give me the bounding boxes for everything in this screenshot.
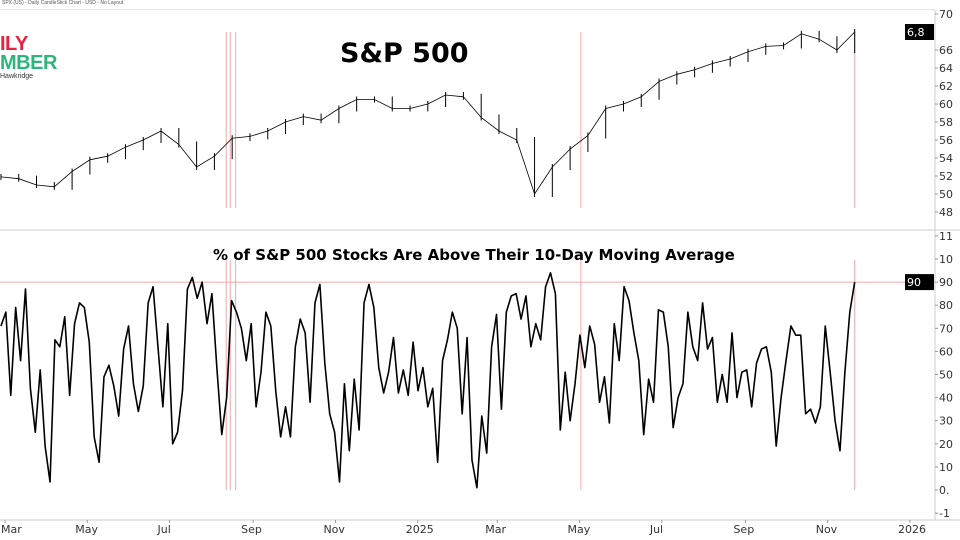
price-y-tick-label: 50 — [939, 188, 953, 201]
price-y-tick-label: 66 — [939, 44, 953, 57]
price-last-value: 6,8 — [907, 26, 925, 39]
price-y-tick-label: 60 — [939, 98, 953, 111]
logo-line-2: MBER — [0, 52, 57, 74]
price-y-tick-label: 58 — [939, 116, 953, 129]
x-tick-label: May — [75, 523, 98, 536]
price-y-tick-label: 70 — [939, 8, 953, 21]
breadth-y-tick-label: 40 — [939, 392, 953, 405]
breadth-y-tick-label: 30 — [939, 415, 953, 428]
x-tick-label: May — [568, 523, 591, 536]
breadth-y-tick-label: 11 — [939, 230, 953, 243]
price-y-tick-label: 72 — [939, 0, 953, 3]
price-y-tick-label: 64 — [939, 62, 953, 75]
price-series-line — [0, 31, 855, 195]
breadth-y-tick-label: 10 — [939, 461, 953, 474]
breadth-last-value: 90 — [907, 276, 921, 289]
breadth-y-tick-label: 50 — [939, 369, 953, 382]
chart-info: SPX (US) - Daily CandleStick Chart - USD… — [2, 0, 124, 6]
price-y-tick-label: 62 — [939, 80, 953, 93]
x-tick-label: Sep — [241, 523, 262, 536]
x-tick-label: Nov — [323, 523, 345, 536]
breadth-y-tick-label: 90 — [939, 276, 953, 289]
price-y-tick-label: 48 — [939, 206, 953, 219]
price-y-tick-label: 54 — [939, 152, 953, 165]
price-last-value-bg — [905, 24, 934, 40]
x-tick-label: Mar — [1, 523, 22, 536]
breadth-last-value-bg — [905, 274, 934, 291]
logo-line-1: ILY — [0, 33, 28, 55]
x-tick-label: 2025 — [406, 523, 434, 536]
breadth-y-tick-label: -1 — [939, 507, 950, 520]
breadth-y-tick-label: 70 — [939, 322, 953, 335]
breadth-y-tick-label: 0. — [939, 484, 950, 497]
price-y-tick-label: 52 — [939, 170, 953, 183]
header-divider — [0, 9, 935, 10]
breadth-y-tick-label: 20 — [939, 438, 953, 451]
x-tick-label: Mar — [485, 523, 506, 536]
breadth-chart-title: % of S&P 500 Stocks Are Above Their 10-D… — [213, 246, 735, 264]
price-chart-title: S&P 500 — [340, 38, 469, 69]
x-tick-label: Sep — [733, 523, 754, 536]
x-tick-label: Jul — [649, 523, 663, 536]
breadth-series-line — [0, 272, 856, 489]
breadth-y-tick-label: 10 — [939, 253, 953, 266]
x-tick-label: Jul — [157, 523, 171, 536]
breadth-y-tick-label: 80 — [939, 299, 953, 312]
logo-line-3: Hawkridge — [0, 73, 34, 80]
breadth-y-tick-label: 60 — [939, 345, 953, 358]
x-tick-label: 2026 — [898, 523, 926, 536]
price-y-tick-label: 56 — [939, 134, 953, 147]
x-tick-label: Nov — [816, 523, 838, 536]
